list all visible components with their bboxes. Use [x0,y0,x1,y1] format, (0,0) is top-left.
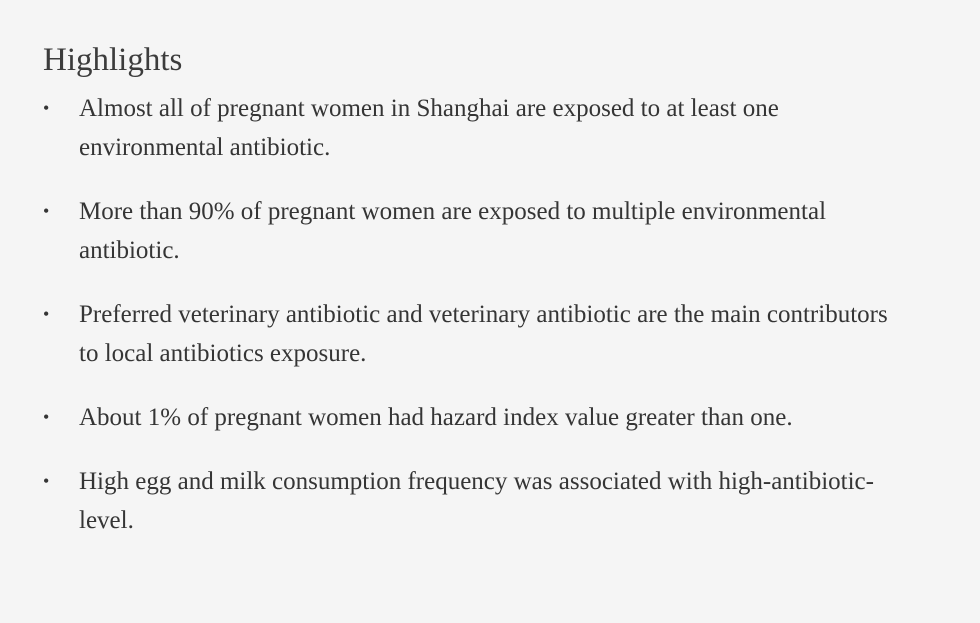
list-item-text: About 1% of pregnant women had hazard in… [79,404,793,431]
list-item: • More than 90% of pregnant women are ex… [43,192,943,270]
bullet-icon: • [43,98,50,118]
list-item-text: Almost all of pregnant women in Shanghai… [79,95,779,161]
highlights-list: • Almost all of pregnant women in Shangh… [43,89,943,540]
list-item-text: High egg and milk consumption frequency … [79,468,874,534]
section-title: Highlights [43,42,183,78]
list-item: • High egg and milk consumption frequenc… [43,462,943,540]
bullet-icon: • [43,304,50,324]
bullet-icon: • [43,407,50,427]
list-item: • About 1% of pregnant women had hazard … [43,398,943,437]
highlights-section: Highlights • Almost all of pregnant wome… [43,42,943,540]
bullet-icon: • [43,201,50,221]
list-item-text: More than 90% of pregnant women are expo… [79,198,827,264]
bullet-icon: • [43,471,50,491]
list-item: • Preferred veterinary antibiotic and ve… [43,295,943,373]
list-item-text: Preferred veterinary antibiotic and vete… [79,301,888,367]
list-item: • Almost all of pregnant women in Shangh… [43,89,943,167]
